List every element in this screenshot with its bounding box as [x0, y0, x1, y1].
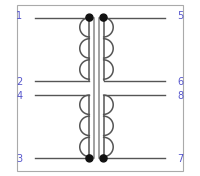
Circle shape [100, 14, 107, 21]
Circle shape [86, 155, 93, 162]
Text: 8: 8 [177, 91, 184, 101]
Text: 1: 1 [16, 11, 23, 21]
Text: 5: 5 [177, 11, 184, 21]
Text: 4: 4 [16, 91, 23, 101]
Text: 3: 3 [16, 154, 23, 164]
Text: 2: 2 [16, 77, 23, 87]
Text: 6: 6 [177, 77, 184, 87]
Circle shape [100, 155, 107, 162]
Text: 7: 7 [177, 154, 184, 164]
Circle shape [86, 14, 93, 21]
